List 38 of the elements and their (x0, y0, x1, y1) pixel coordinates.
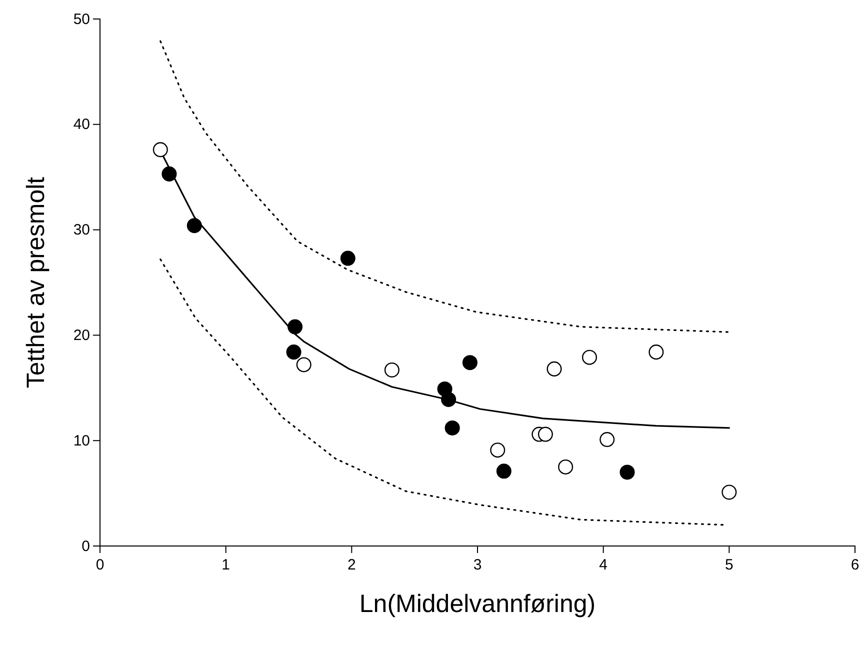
point (538, 426, 553, 442)
point (288, 319, 303, 334)
point (296, 357, 312, 372)
point (490, 442, 506, 458)
point (162, 166, 177, 182)
x-tick-label: 6 (850, 556, 860, 574)
y-tick-label: 0 (82, 538, 90, 555)
point (441, 392, 456, 407)
point (496, 464, 512, 479)
point (546, 361, 562, 376)
point (648, 344, 664, 360)
x-tick-label: 4 (599, 556, 608, 574)
point (558, 459, 574, 474)
point (444, 420, 460, 436)
point (384, 362, 400, 378)
point (582, 350, 597, 365)
x-tick-label: 5 (724, 556, 734, 574)
point (340, 250, 356, 266)
y-axis-title: Tetthet av presmolt (22, 176, 50, 388)
x-tick-label: 0 (96, 556, 104, 574)
x-tick-label: 3 (473, 556, 482, 574)
point (620, 464, 635, 480)
point (286, 344, 302, 360)
point (186, 218, 202, 234)
y-tick-label: 10 (73, 432, 90, 450)
y-tick-label: 50 (73, 10, 90, 28)
point (152, 142, 168, 158)
y-tick-label: 40 (73, 116, 90, 134)
point (462, 355, 478, 370)
point (600, 432, 615, 448)
y-tick-label: 30 (73, 222, 90, 239)
point (722, 484, 737, 500)
x-axis-title: Ln(Middelvannføring) (359, 590, 596, 618)
x-tick-label: 1 (222, 556, 230, 574)
y-tick-label: 20 (73, 327, 90, 344)
line-series (160, 40, 729, 333)
line-series (160, 258, 726, 526)
x-tick-label: 2 (347, 556, 356, 574)
